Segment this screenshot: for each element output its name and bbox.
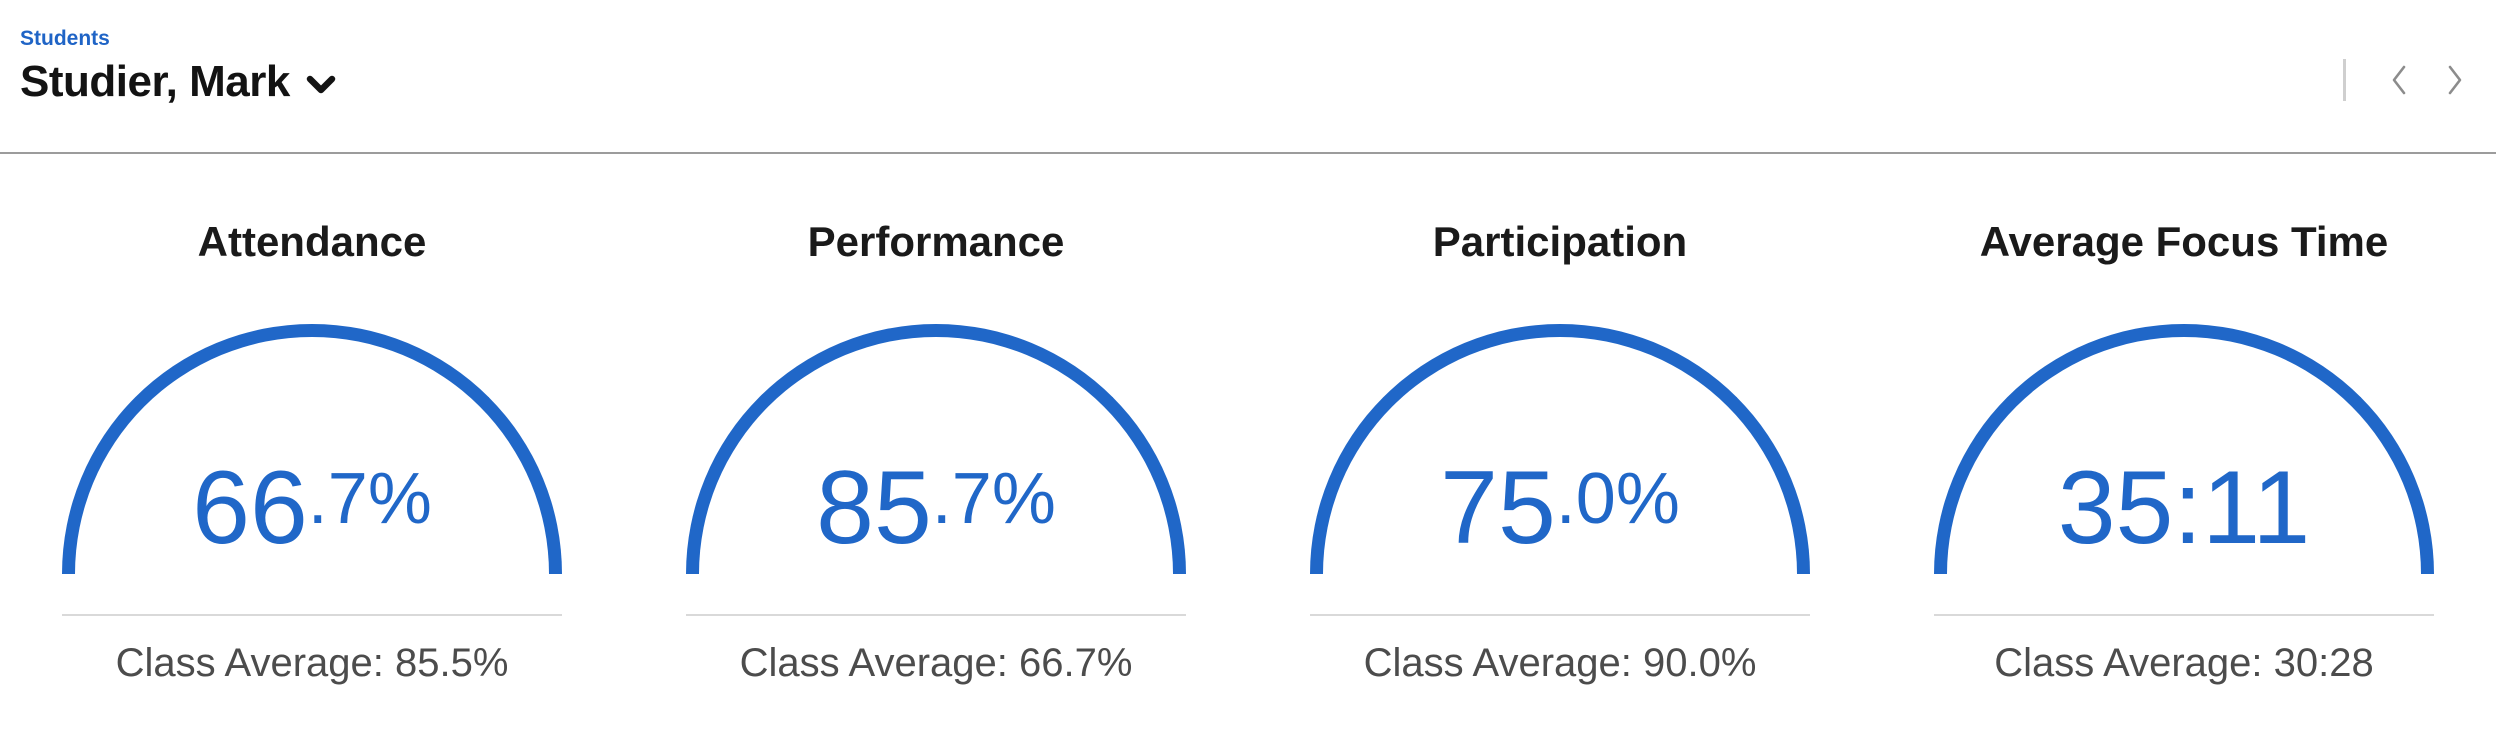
gauge-attendance: Attendance 66 .7% Class Average: 85.5% [0,218,624,686]
student-pagination [2343,58,2468,102]
gauge-value-main: 75 [1440,450,1556,567]
gauge-chart: 75 .0% [1310,324,1810,575]
chevron-down-icon [306,75,336,94]
gauge-value-main: 85 [816,450,932,567]
gauge-value-fraction: .7% [931,459,1056,540]
gauge-value-fraction: .0% [1555,459,1680,540]
class-average-label: Class Average: 66.7% [739,641,1133,686]
gauge-title: Attendance [197,218,427,265]
gauge-divider [1310,614,1810,617]
breadcrumb-students-link[interactable]: Students [20,27,110,50]
header-left: Students Studier, Mark [0,0,2496,104]
gauge-value-main: 35:11 [2057,450,2311,567]
class-average-label: Class Average: 90.0% [1363,641,1757,686]
gauge-chart: 66 .7% [62,324,562,575]
pagination-divider [2343,59,2346,101]
gauge-participation: Participation 75 .0% Class Average: 90.0… [1248,218,1872,686]
gauge-title: Participation [1432,218,1688,265]
chevron-right-icon [2448,65,2462,95]
gauge-divider [1934,614,2434,617]
gauge-performance: Performance 85 .7% Class Average: 66.7% [624,218,1248,686]
gauge-divider [686,614,1186,617]
metrics-row: Attendance 66 .7% Class Average: 85.5% P… [0,218,2496,686]
gauge-average-focus-time: Average Focus Time 35:11 Class Average: … [1872,218,2496,686]
chevron-left-icon [2392,65,2406,95]
class-average-label: Class Average: 85.5% [115,641,509,686]
gauge-divider [62,614,562,617]
previous-student-button[interactable] [2386,62,2412,98]
header: Students Studier, Mark [0,0,2496,154]
gauge-chart: 85 .7% [686,324,1186,575]
gauge-title: Average Focus Time [1979,218,2389,265]
class-average-label: Class Average: 30:28 [1994,641,2374,686]
student-selector-dropdown[interactable]: Studier, Mark [20,60,336,104]
next-student-button[interactable] [2442,62,2468,98]
gauge-value-fraction: .7% [307,459,432,540]
gauge-value: 85 .7% [686,456,1186,560]
gauge-value: 75 .0% [1310,456,1810,560]
gauge-title: Performance [807,218,1065,265]
gauge-value: 66 .7% [62,456,562,560]
student-name: Studier, Mark [20,57,290,106]
gauge-value: 35:11 [1934,456,2434,560]
gauge-chart: 35:11 [1934,324,2434,575]
gauge-value-main: 66 [192,450,308,567]
